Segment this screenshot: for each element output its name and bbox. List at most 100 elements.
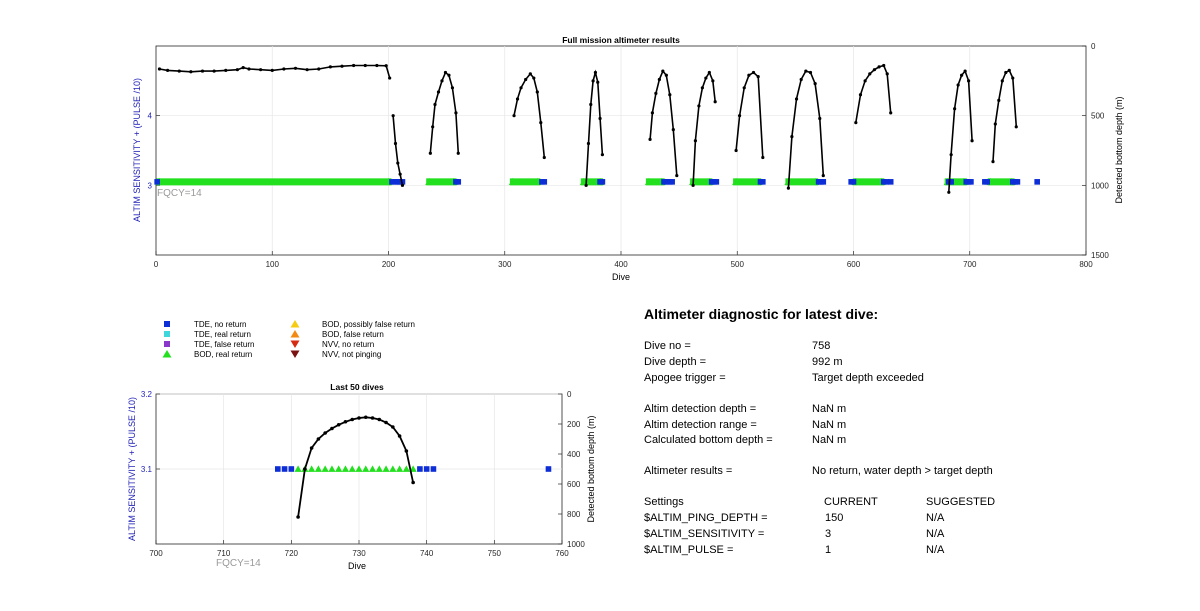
full-mission-chart: 0 100 200 300 400 500 600 700 800 3 4 0 500 1000 150… — [132, 35, 1124, 282]
tde-no-return-marker — [968, 179, 974, 185]
bottom-depth-point — [377, 417, 382, 422]
bottom-depth-point — [697, 104, 701, 108]
x-tick-label: 400 — [614, 260, 628, 269]
x-tick-label: 760 — [555, 549, 569, 558]
legend-triangle-up-icon — [162, 350, 172, 358]
bottom-depth-point — [598, 116, 602, 121]
setting-current: 3 — [825, 528, 832, 540]
bottom-depth-point — [600, 153, 605, 157]
bottom-depth-point — [411, 480, 415, 485]
tde-no-return-marker — [760, 179, 766, 185]
bod-real-return-band — [987, 178, 1015, 186]
bottom-depth-line — [429, 71, 460, 154]
bottom-depth-point — [524, 77, 528, 82]
bottom-depth-point — [293, 66, 298, 70]
bottom-depth-point — [693, 139, 698, 143]
legend-square-icon — [164, 331, 170, 337]
bottom-depth-point — [400, 183, 405, 187]
bottom-depth-point — [396, 161, 400, 165]
top-tde-markers — [154, 179, 1040, 185]
bottom-depth-line — [297, 416, 414, 518]
bottom-depth-point — [433, 102, 437, 107]
tde-no-return-marker — [389, 179, 395, 185]
tde-no-return-marker — [820, 179, 827, 185]
bottom-fqcy-annotation: FQCY=14 — [216, 558, 261, 569]
tde-no-return-marker — [713, 179, 720, 185]
bottom-depth-point — [808, 70, 813, 75]
bottom-depth-point — [668, 93, 672, 97]
bottom-depth-point — [858, 93, 863, 97]
bottom-depth-point — [713, 100, 717, 104]
bottom-depth-point — [539, 121, 543, 125]
x-tick-label: 300 — [498, 260, 512, 269]
bod-real-return-marker — [294, 465, 302, 472]
legend-label-bod-false-return: BOD, false return — [322, 330, 384, 339]
setting-current: 1 — [825, 544, 832, 556]
bottom-depth-point — [707, 70, 711, 75]
tde-no-return-marker — [545, 466, 552, 472]
bottom-depth-point — [357, 416, 361, 420]
tde-no-return-marker — [948, 179, 954, 185]
bottom-depth-point — [247, 67, 251, 71]
bottom-depth-point — [997, 98, 1001, 102]
bottom-depth-point — [391, 114, 395, 118]
bottom-depth-point — [189, 70, 193, 74]
bottom-depth-point — [428, 151, 432, 155]
top-y-right-ticks: 0 500 1000 1500 — [1082, 42, 1109, 260]
bottom-depth-point — [336, 422, 341, 427]
bottom-depth-point — [756, 75, 760, 79]
bottom-depth-point — [675, 173, 679, 178]
bottom-depth-point — [350, 417, 355, 422]
legend-label-tde-no-return: TDE, no return — [194, 320, 247, 329]
diagnostic-title: Altimeter diagnostic for latest dive: — [644, 306, 879, 322]
bottom-depth-line — [296, 415, 415, 519]
top-chart-title: Full mission altimeter results — [562, 35, 680, 45]
bottom-depth-point — [343, 419, 348, 424]
legend-label-bod-real-return: BOD, real return — [194, 350, 253, 359]
legend-square-icon — [164, 341, 170, 347]
legend-label-tde-real-return: TDE, real return — [194, 330, 251, 339]
legend-label-tde-false-return: TDE, false return — [194, 340, 255, 349]
bottom-depth-point — [671, 128, 675, 132]
legend-triangle-up-icon — [290, 330, 300, 338]
bod-real-return-marker — [341, 465, 350, 472]
bottom-depth-point — [947, 190, 951, 194]
setting-name: $ALTIM_PULSE = — [644, 544, 734, 556]
bottom-x-ticks: 700 710 720 730 740 750 760 — [149, 540, 569, 558]
bottom-depth-point — [212, 69, 216, 73]
x-tick-label: 720 — [285, 549, 299, 558]
bottom-depth-line — [948, 69, 973, 193]
y-right-tick-label: 800 — [567, 510, 581, 519]
bod-real-return-band — [690, 178, 713, 186]
bottom-depth-point — [370, 416, 375, 420]
bottom-depth-point — [589, 102, 593, 107]
bottom-depth-point — [661, 69, 665, 73]
detection-range-value: NaN m — [812, 419, 847, 431]
bottom-depth-point — [993, 122, 997, 126]
bottom-depth-point — [296, 515, 300, 519]
bottom-depth-point — [700, 86, 704, 90]
bottom-depth-point — [157, 67, 162, 71]
setting-current: 150 — [825, 512, 844, 524]
tde-no-return-marker — [541, 179, 548, 185]
top-fqcy-annotation: FQCY=14 — [157, 188, 202, 199]
tde-no-return-marker — [850, 179, 857, 185]
legend-symbols — [162, 320, 300, 358]
bod-real-return-marker — [389, 465, 397, 472]
y-right-tick-label: 1000 — [1091, 181, 1109, 190]
setting-name: $ALTIM_PING_DEPTH = — [644, 512, 768, 524]
bottom-depth-point — [654, 91, 658, 95]
tde-no-return-marker — [887, 179, 894, 185]
bottom-depth-point — [742, 86, 746, 90]
bottom-depth-point — [970, 139, 974, 143]
bottom-depth-point — [259, 68, 263, 72]
bottom-depth-point — [761, 155, 765, 160]
legend-label-bod-possibly-false: BOD, possibly false return — [322, 320, 415, 329]
tde-no-return-marker — [883, 179, 889, 185]
bod-real-return-marker — [348, 465, 356, 472]
bottom-depth-point — [593, 70, 598, 75]
bottom-depth-point — [664, 73, 668, 77]
bottom-y-right-ticks: 0 200 400 600 800 1000 — [558, 390, 585, 549]
setting-suggested: N/A — [926, 528, 945, 540]
bottom-depth-point — [1000, 79, 1004, 83]
